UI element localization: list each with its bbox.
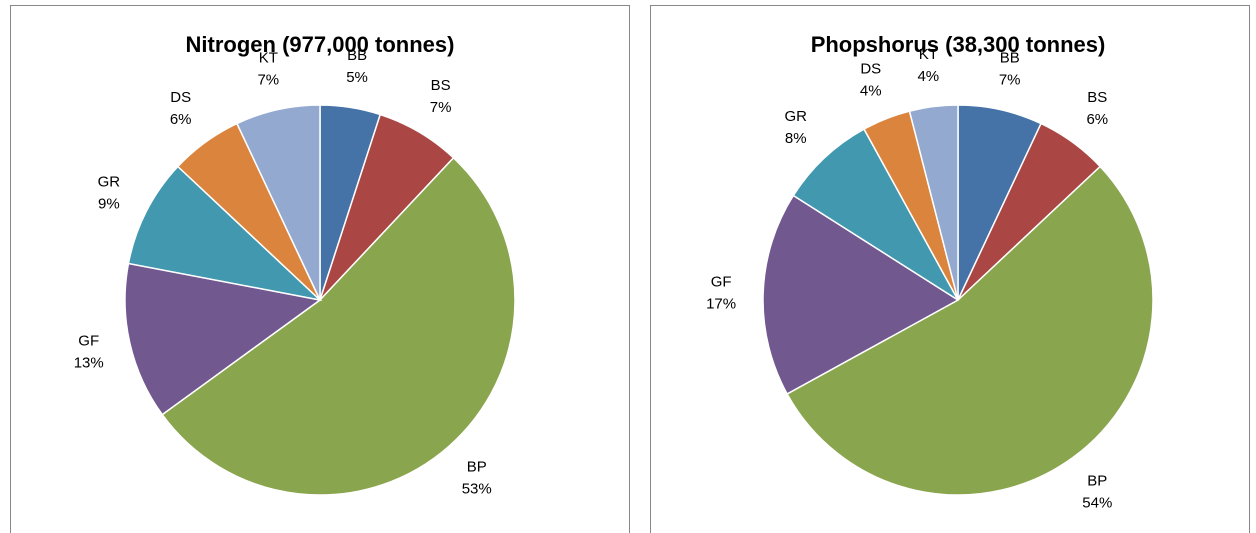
slice-label-value: 5% <box>346 69 368 86</box>
slice-label-name: KT <box>259 50 278 67</box>
slice-label-value: 13% <box>74 355 104 372</box>
pie-slice <box>127 165 323 302</box>
slice-label-value: 7% <box>257 72 279 89</box>
slice-label-value: 4% <box>917 68 939 85</box>
slice-label-name: DS <box>170 89 191 106</box>
pie-slice <box>762 194 960 395</box>
pie-slice <box>235 104 321 301</box>
slice-label-value: 7% <box>999 72 1021 89</box>
slice-label-name: GF <box>711 274 732 291</box>
slice-label-value: 53% <box>462 481 492 498</box>
slice-label-name: GR <box>98 173 121 190</box>
pie-slice <box>792 128 959 301</box>
slice-label-value: 9% <box>98 195 120 212</box>
slice-label-value: 7% <box>430 99 452 116</box>
slice-label-name: BB <box>347 47 367 64</box>
slice-label-name: BP <box>467 459 487 476</box>
pie-slice <box>908 104 959 301</box>
slice-label-name: BS <box>431 77 451 94</box>
chart-title: Phopshorus (38,300 tonnes) <box>811 32 1106 57</box>
slice-label-name: KT <box>919 46 938 63</box>
slice-label-value: 54% <box>1082 495 1112 512</box>
slice-label-name: BP <box>1087 473 1107 490</box>
slice-label-value: 8% <box>785 130 807 147</box>
chart-title: Nitrogen (977,000 tonnes) <box>186 32 455 57</box>
pie-slice <box>786 165 1154 496</box>
pie-slice <box>161 156 516 496</box>
slice-label-name: GR <box>785 108 808 125</box>
pie-slice <box>124 262 322 416</box>
slice-label-value: 6% <box>170 111 192 128</box>
slice-label-value: 4% <box>860 83 882 100</box>
slice-label-name: GF <box>78 333 99 350</box>
slice-label-value: 17% <box>706 296 736 313</box>
slice-label-name: BB <box>1000 50 1020 67</box>
slice-label-name: BS <box>1087 89 1107 106</box>
slice-label-name: DS <box>860 61 881 78</box>
slice-label-value: 6% <box>1086 111 1108 128</box>
